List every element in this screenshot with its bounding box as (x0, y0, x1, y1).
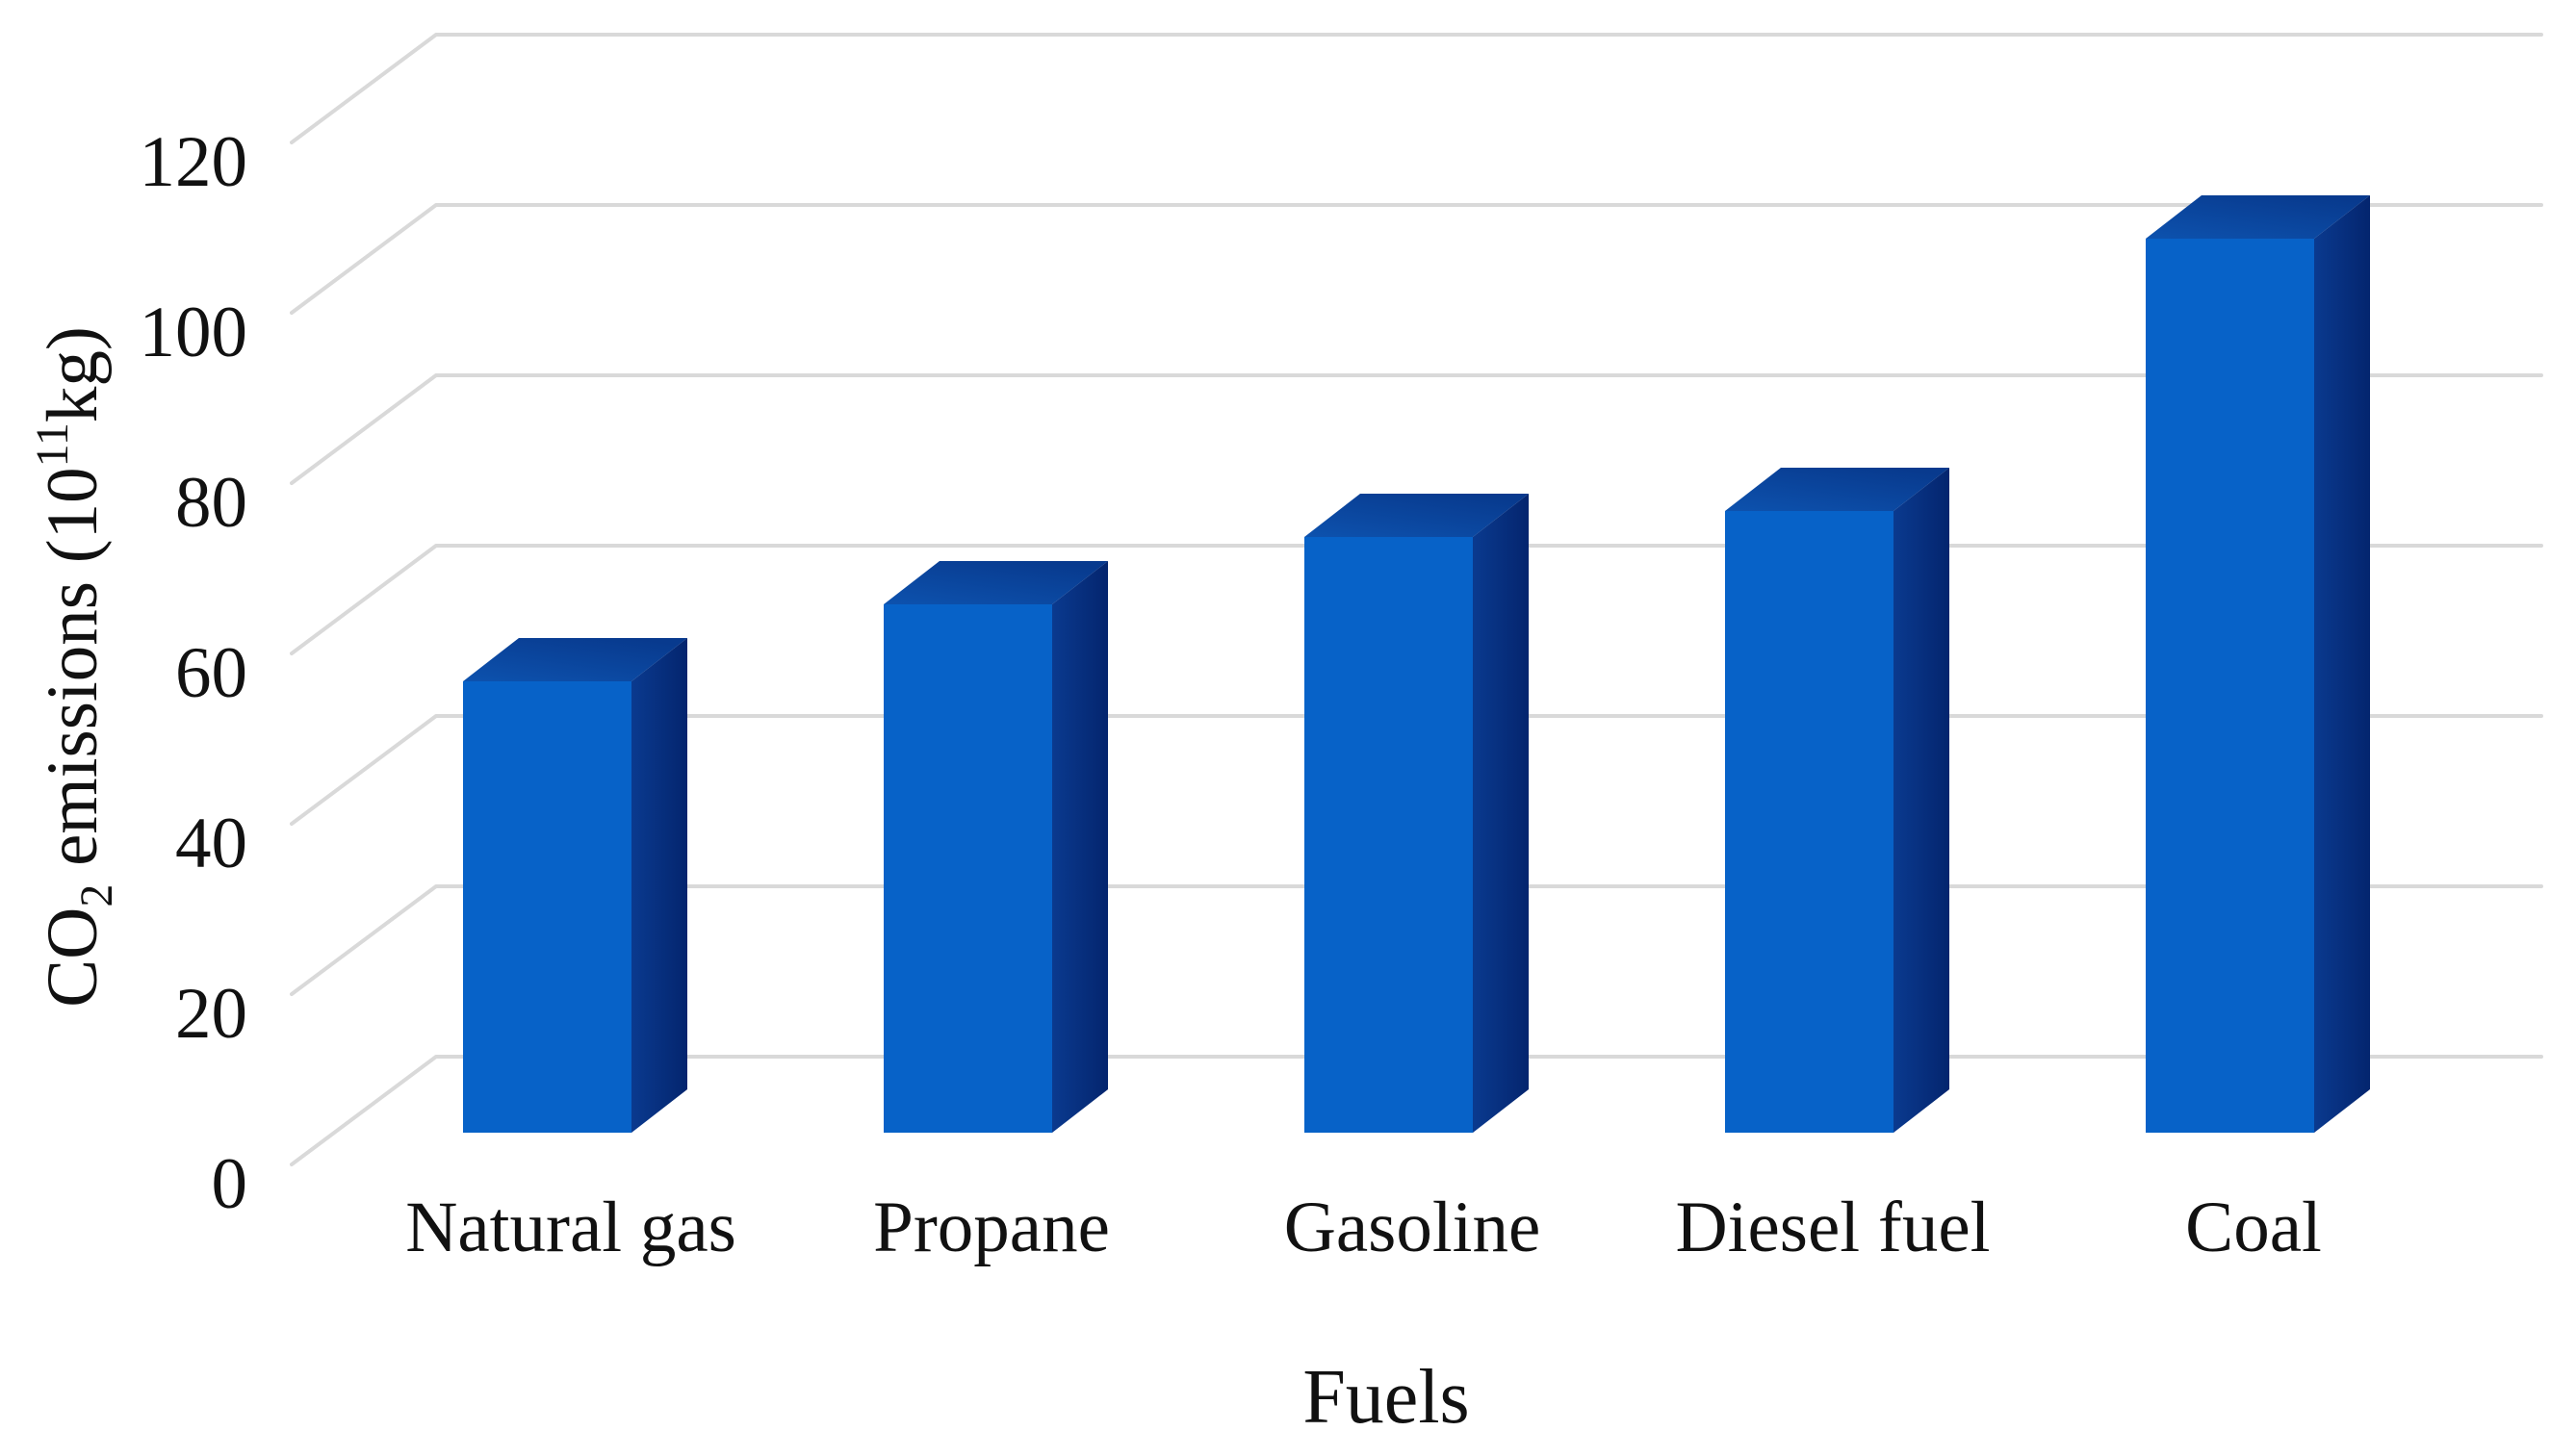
bar-gasoline (1304, 494, 1529, 1133)
gridline-120 (290, 33, 2543, 144)
y-axis-title-subscript: 2 (71, 884, 122, 907)
y-tick-label-20: 20 (175, 974, 247, 1054)
x-category-label-diesel-fuel: Diesel fuel (1676, 1188, 1991, 1267)
y-tick-label-120: 120 (140, 122, 248, 202)
x-axis-title: Fuels (1302, 1355, 1469, 1431)
x-category-label-coal: Coal (2185, 1188, 2322, 1267)
x-axis-category-labels: Natural gas Propane Gasoline Diesel fuel Coa… (405, 1188, 2322, 1267)
bar-side-face (631, 638, 687, 1133)
gridlines (290, 33, 2543, 1166)
bar-diesel-fuel (1725, 468, 1949, 1133)
y-axis-title: CO2 emissions (1011kg) (27, 326, 122, 1008)
bar-top-face (1725, 468, 1949, 511)
bar-front-face (1304, 537, 1473, 1133)
gridline-100 (290, 203, 2543, 315)
y-tick-label-100: 100 (140, 293, 248, 372)
bar-side-face (1893, 468, 1949, 1133)
y-axis-title-main: CO (33, 907, 113, 1008)
gridline-80 (290, 373, 2543, 485)
bar-front-face (884, 604, 1052, 1133)
bar-top-face (884, 561, 1108, 604)
y-axis-title-end: kg) (33, 326, 113, 422)
bar-front-face (2146, 239, 2314, 1133)
y-tick-label-40: 40 (175, 804, 247, 883)
y-axis-title-superscript: 11 (27, 422, 78, 467)
y-axis-tick-labels: 0 20 40 60 80 100 120 (140, 122, 248, 1224)
bar-side-face (2314, 195, 2370, 1133)
bar-top-face (1304, 494, 1529, 537)
bars (463, 195, 2370, 1133)
bar-front-face (1725, 511, 1893, 1133)
bar-top-face (2146, 195, 2370, 239)
y-tick-label-80: 80 (175, 463, 247, 543)
bar-natural-gas (463, 638, 687, 1133)
bar-coal (2146, 195, 2370, 1133)
x-category-label-natural-gas: Natural gas (405, 1188, 736, 1267)
x-category-label-gasoline: Gasoline (1284, 1188, 1541, 1267)
bar-front-face (463, 681, 631, 1133)
y-axis-title-mid: emissions (10 (33, 467, 113, 883)
x-category-label-propane: Propane (873, 1188, 1110, 1267)
bar-propane (884, 561, 1108, 1133)
y-tick-label-60: 60 (175, 633, 247, 713)
bar-top-face (463, 638, 687, 681)
y-tick-label-0: 0 (212, 1144, 248, 1224)
bar-side-face (1473, 494, 1529, 1133)
bar-side-face (1052, 561, 1108, 1133)
